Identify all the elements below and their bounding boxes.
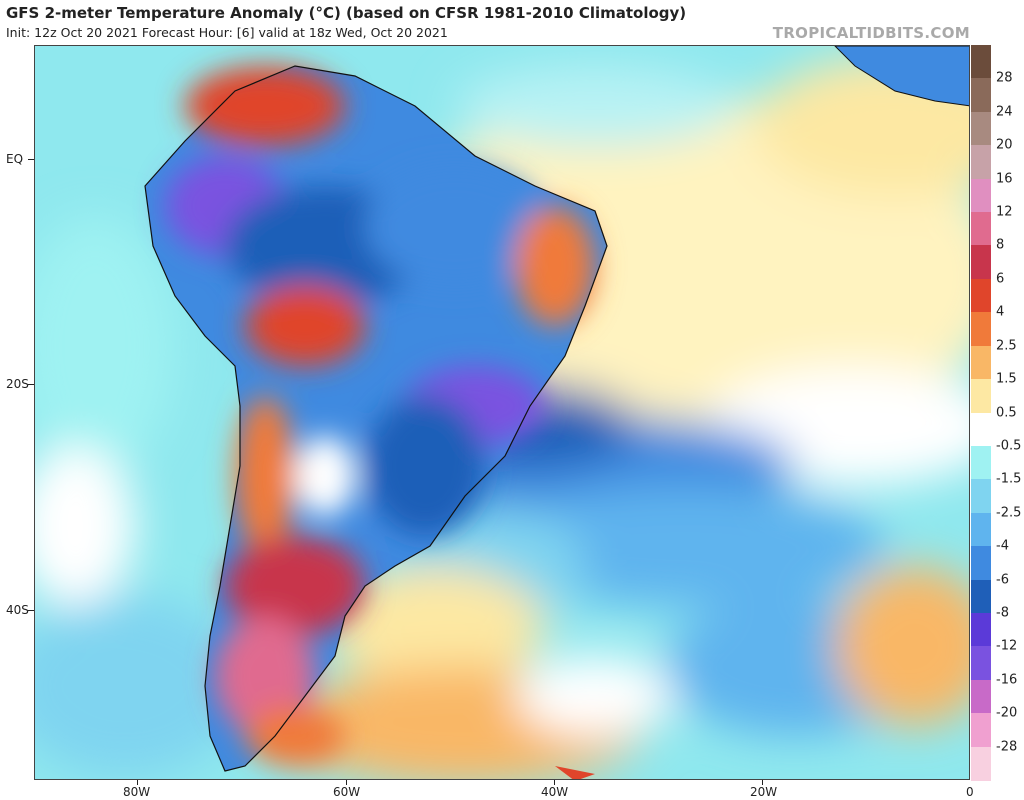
colorbar-segment (971, 579, 991, 614)
lon-label-60w: 60W (333, 785, 361, 799)
chart-subtitle: Init: 12z Oct 20 2021 Forecast Hour: [6]… (6, 25, 448, 40)
lat-tick (28, 159, 34, 160)
lat-label-40s: 40S (6, 603, 29, 617)
brand-watermark: TROPICALTIDBITS.COM (772, 24, 970, 42)
lon-tick (137, 780, 138, 785)
colorbar-label: 8 (996, 237, 1005, 253)
anomaly-map-svg (35, 46, 969, 779)
colorbar-label: 24 (996, 104, 1013, 120)
colorbar-label: -4 (996, 538, 1009, 554)
colorbar-segment (971, 746, 991, 781)
lon-label-80w: 80W (123, 785, 151, 799)
colorbar-segment (971, 546, 991, 581)
colorbar-segment (971, 145, 991, 180)
colorbar-segment (971, 412, 991, 447)
lon-tick (346, 780, 347, 785)
colorbar-label: -20 (996, 705, 1018, 721)
colorbar-label: -2.5 (996, 505, 1022, 521)
colorbar-label: 4 (996, 304, 1005, 320)
colorbar-label: -0.5 (996, 438, 1022, 454)
colorbar-label: -12 (996, 638, 1018, 654)
lon-tick (554, 780, 555, 785)
coastline (144, 65, 608, 772)
colorbar-label: 20 (996, 137, 1013, 153)
colorbar-segment (971, 713, 991, 748)
colorbar-segment (971, 379, 991, 414)
colorbar-label: -16 (996, 672, 1018, 688)
colorbar-segment (971, 345, 991, 380)
colorbar-segment (971, 679, 991, 714)
colorbar-label: 0.5 (996, 405, 1017, 420)
colorbar-segment (971, 245, 991, 280)
lat-label-20s: 20S (6, 377, 29, 391)
colorbar-label: 2.5 (996, 338, 1017, 354)
lon-label-0: 0 (966, 785, 974, 799)
lon-label-40w: 40W (541, 785, 569, 799)
colorbar-label: -1.5 (996, 471, 1022, 487)
colorbar-label: -8 (996, 605, 1009, 621)
colorbar-label: 28 (996, 70, 1013, 86)
lat-tick (28, 384, 34, 385)
lat-label-eq: EQ (6, 152, 24, 166)
lon-label-20w: 20W (750, 785, 778, 799)
colorbar-label: 12 (996, 204, 1013, 220)
lat-tick (28, 610, 34, 611)
south-georgia-marker (555, 766, 595, 779)
colorbar-segment (971, 612, 991, 647)
colorbar-segment (971, 178, 991, 213)
lon-tick (762, 780, 763, 785)
colorbar-segment (971, 512, 991, 547)
africa-coast (834, 46, 969, 107)
colorbar-label: 16 (996, 171, 1013, 187)
colorbar-segment (971, 479, 991, 514)
land-anomaly-field (165, 66, 595, 766)
colorbar-segment (971, 45, 991, 79)
colorbar-label: -28 (996, 739, 1018, 755)
colorbar-segment (971, 212, 991, 247)
anomaly-map (34, 45, 970, 780)
colorbar-label: 1.5 (996, 371, 1017, 387)
colorbar-segment (971, 78, 991, 113)
colorbar-segment (971, 312, 991, 347)
colorbar-segment (971, 111, 991, 146)
colorbar-label: 6 (996, 271, 1005, 287)
colorbar-label: -6 (996, 572, 1009, 588)
colorbar-segment (971, 445, 991, 480)
chart-title: GFS 2-meter Temperature Anomaly (°C) (ba… (6, 4, 687, 22)
colorbar-segment (971, 646, 991, 681)
colorbar (971, 45, 991, 781)
colorbar-segment (971, 278, 991, 313)
